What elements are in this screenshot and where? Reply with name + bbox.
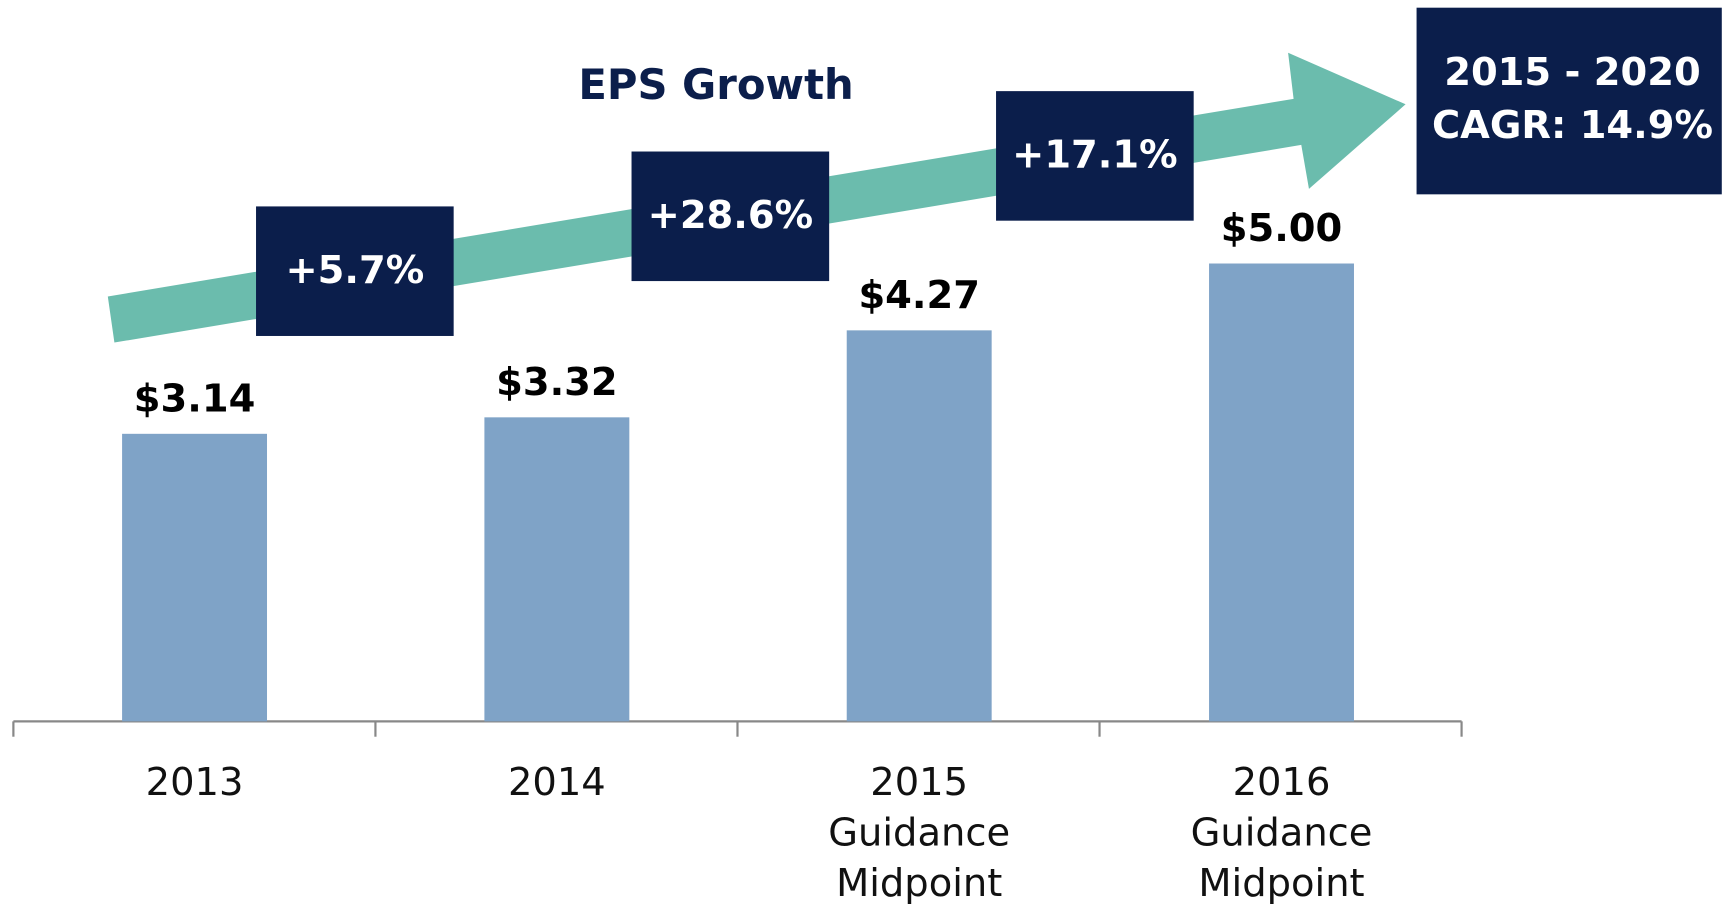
callout-text: CAGR: 14.9%: [1432, 103, 1713, 148]
growth-box: [996, 91, 1194, 221]
growth-box: [256, 206, 454, 336]
bar: [1209, 263, 1354, 722]
x-tick-label: 2015 Guidance Midpoint: [828, 760, 1011, 906]
growth-label: +17.1%: [1012, 133, 1177, 178]
bar: [122, 433, 268, 722]
x-tick-label-box: 2014: [507, 760, 606, 805]
chart-title: EPS Growth: [578, 60, 853, 109]
value-label: $3.32: [496, 360, 617, 405]
x-tick-label: 2013: [145, 760, 244, 805]
x-tick-label: 2014: [507, 760, 606, 805]
growth-label: +5.7%: [285, 248, 424, 293]
x-tick-label-box: 2013: [145, 760, 244, 805]
x-tick-label-box: 2015 Guidance Midpoint: [828, 760, 1011, 906]
growth-label: +28.6%: [648, 193, 813, 238]
x-tick-label-box: 2016 Guidance Midpoint: [1190, 760, 1373, 906]
value-label: $5.00: [1221, 206, 1342, 251]
value-label: $3.14: [134, 376, 255, 421]
callout-text: 2015 - 2020: [1444, 50, 1700, 95]
bar: [846, 330, 992, 722]
x-tick-label: 2016 Guidance Midpoint: [1190, 760, 1373, 906]
growth-box: [631, 151, 830, 282]
value-label: $4.27: [858, 273, 979, 318]
bar: [484, 417, 630, 722]
callout-box: [1416, 7, 1722, 195]
